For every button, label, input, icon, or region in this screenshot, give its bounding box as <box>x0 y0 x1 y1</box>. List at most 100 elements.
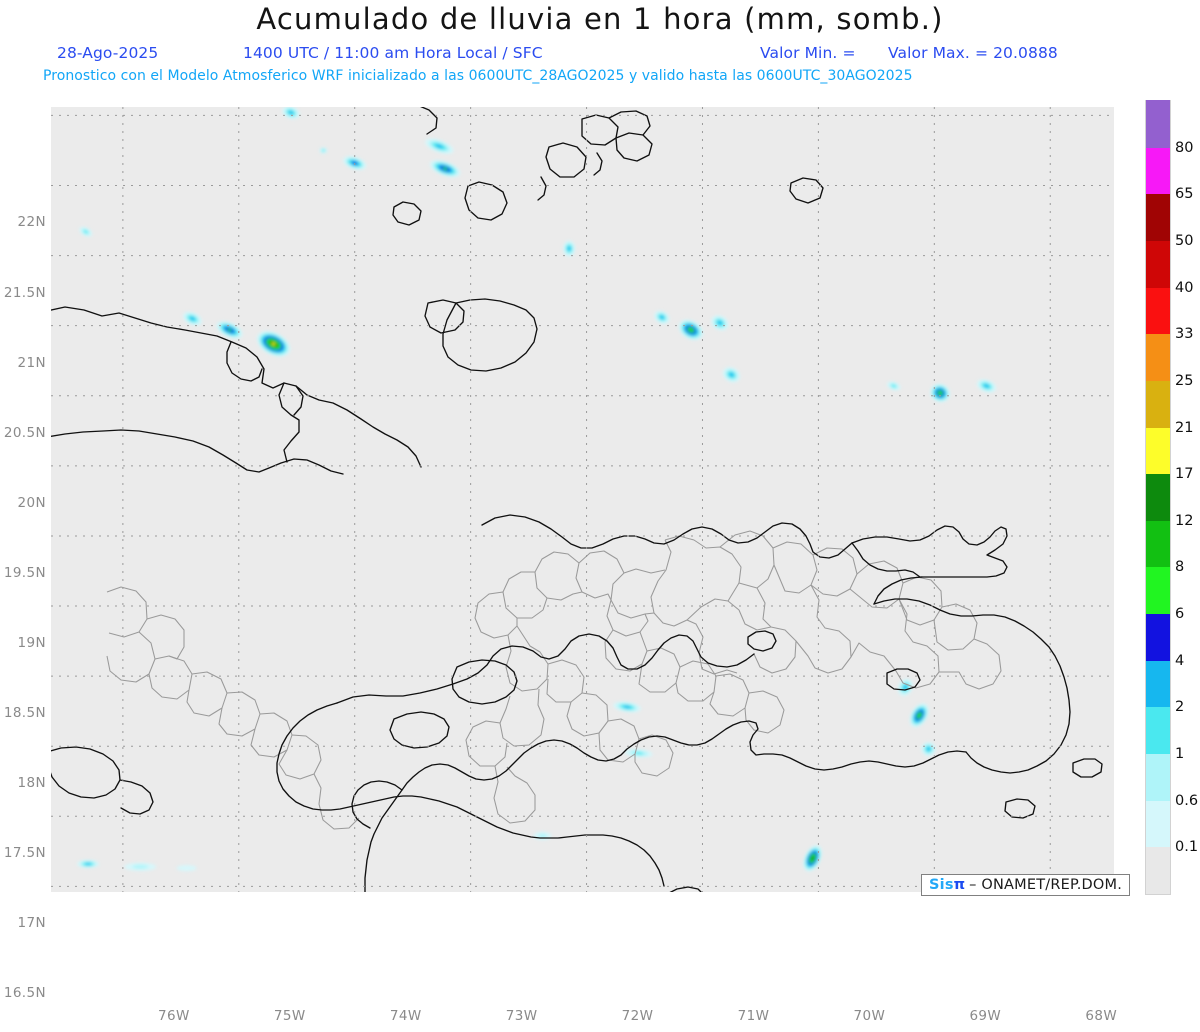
colorbar-band <box>1146 800 1170 848</box>
y-axis-tick-label: 19N <box>17 634 46 651</box>
rain-cell <box>897 678 913 696</box>
y-axis-tick-label: 22N <box>17 214 46 231</box>
x-axis-tick-label: 68W <box>1085 1008 1118 1024</box>
colorbar-tick-label: 21 <box>1175 419 1194 436</box>
colorbar-band <box>1146 333 1170 381</box>
colorbar-tick-label: 40 <box>1175 279 1194 296</box>
rain-contour <box>567 246 571 251</box>
rain-cell <box>176 865 197 872</box>
chart-header: Acumulado de lluvia en 1 hora (mm, somb.… <box>0 0 1200 95</box>
y-axis-tick-label: 20N <box>17 494 46 511</box>
rain-contour <box>717 320 723 325</box>
colorbar-tick-label: 12 <box>1175 512 1194 529</box>
colorbar-tick-label: 8 <box>1175 559 1185 576</box>
colorbar-band <box>1146 100 1170 148</box>
colorbar-tick-label: 25 <box>1175 372 1194 389</box>
rain-cell <box>425 138 454 154</box>
x-axis-tick-label: 75W <box>273 1008 306 1024</box>
rain-cell <box>887 381 901 391</box>
colorbar-band <box>1146 380 1170 428</box>
page-title: Acumulado de lluvia en 1 hora (mm, somb.… <box>256 2 944 36</box>
rain-contour <box>634 751 644 755</box>
map-canvas <box>51 107 1114 892</box>
rain-cell <box>976 379 997 393</box>
x-axis-tick-label: 69W <box>969 1008 1002 1024</box>
rain-contour <box>435 144 443 149</box>
colorbar-tick-label: 17 <box>1175 466 1194 483</box>
colorbar-tick-label: 0.1 <box>1175 839 1199 856</box>
colorbar-tick-label: 4 <box>1175 652 1185 669</box>
y-axis-tick-label: 16.5N <box>3 985 46 1002</box>
header-time: 1400 UTC / 11:00 am Hora Local / SFC <box>243 44 543 62</box>
rain-contour <box>891 384 896 388</box>
rain-contour <box>132 864 149 869</box>
colorbar-tick-label: 65 <box>1175 186 1194 203</box>
x-axis-labels: 76W 75W 74W 73W 72W 71W 70W 69W 68W <box>102 1008 1165 1032</box>
rain-contour <box>660 315 664 319</box>
rain-contour <box>926 747 931 751</box>
y-axis-tick-label: 21N <box>17 354 46 371</box>
y-axis-tick-label: 19.5N <box>3 564 46 581</box>
colorbar-tick-label: 33 <box>1175 326 1194 343</box>
colorbar-band <box>1146 566 1170 615</box>
rain-cell <box>319 147 328 154</box>
rain-cell <box>79 226 93 237</box>
rain-contour <box>689 328 693 332</box>
colorbar <box>1145 100 1171 895</box>
rain-cell <box>909 703 929 728</box>
header-model-line: Pronostico con el Modelo Atmosferico WRF… <box>43 68 913 84</box>
y-axis-tick-label: 21.5N <box>3 284 46 301</box>
colorbar-labels: 0.1 0.6 1 2 4 6 8 12 17 21 25 33 40 50 65 80 <box>1175 100 1200 895</box>
x-axis-tick-label: 73W <box>505 1008 538 1024</box>
rain-cell <box>722 367 741 383</box>
colorbar-tick-label: 0.6 <box>1175 792 1199 809</box>
colorbar-band <box>1146 193 1170 241</box>
header-valor-max: Valor Max. = 20.0888 <box>888 44 1058 62</box>
rain-contour <box>176 865 197 872</box>
rain-contour <box>984 384 989 388</box>
rain-cell <box>256 331 291 357</box>
colorbar-band <box>1146 660 1170 708</box>
rain-cell <box>429 160 461 178</box>
attribution-org: – ONAMET/REP.DOM. <box>969 877 1123 893</box>
x-axis-tick-label: 71W <box>737 1008 770 1024</box>
rain-contour <box>811 856 814 861</box>
colorbar-tick-label: 50 <box>1175 232 1194 249</box>
map-plot-area: 22N 21.5N 21N 20.5N 20N 19.5N 19N 18.5N 18N 17.5N… <box>4 107 1117 1024</box>
rain-contour <box>442 167 448 171</box>
rain-cell <box>613 701 642 713</box>
rain-cell <box>183 311 202 326</box>
rain-contour <box>538 833 548 838</box>
x-axis-tick-label: 76W <box>157 1008 190 1024</box>
y-axis-tick-label: 18.5N <box>3 705 46 722</box>
rain-cell <box>930 383 950 403</box>
rain-cell <box>678 319 704 341</box>
x-axis-tick-label: 72W <box>621 1008 654 1024</box>
x-axis-tick-label: 70W <box>853 1008 886 1024</box>
rain-cell <box>654 310 670 324</box>
y-axis-tick-label: 18N <box>17 775 46 792</box>
colorbar-band <box>1146 520 1170 568</box>
rain-contour <box>83 230 88 234</box>
rain-contour <box>903 685 908 690</box>
rain-cell <box>803 845 822 872</box>
rain-contour <box>288 111 294 115</box>
header-date: 28-Ago-2025 <box>57 44 159 62</box>
rain-contour <box>271 342 276 346</box>
coastlines <box>51 107 1103 892</box>
colorbar-tick-label: 6 <box>1175 606 1185 623</box>
rain-contour <box>190 316 195 321</box>
colorbar-band <box>1146 287 1170 335</box>
colorbar-band <box>1146 753 1170 801</box>
rain-contour <box>85 862 91 865</box>
x-axis-tick-label: 74W <box>389 1008 422 1024</box>
rain-contour <box>917 713 921 718</box>
colorbar-tick-label: 80 <box>1175 139 1194 156</box>
rain-contour <box>227 328 232 332</box>
colorbar-band <box>1146 240 1170 288</box>
pi-logo-glyph: π <box>953 877 966 893</box>
colorbar-band <box>1146 613 1170 661</box>
rain-cell <box>124 862 157 871</box>
colorbar-tick-label: 1 <box>1175 746 1185 763</box>
y-axis-tick-label: 20.5N <box>3 424 46 441</box>
